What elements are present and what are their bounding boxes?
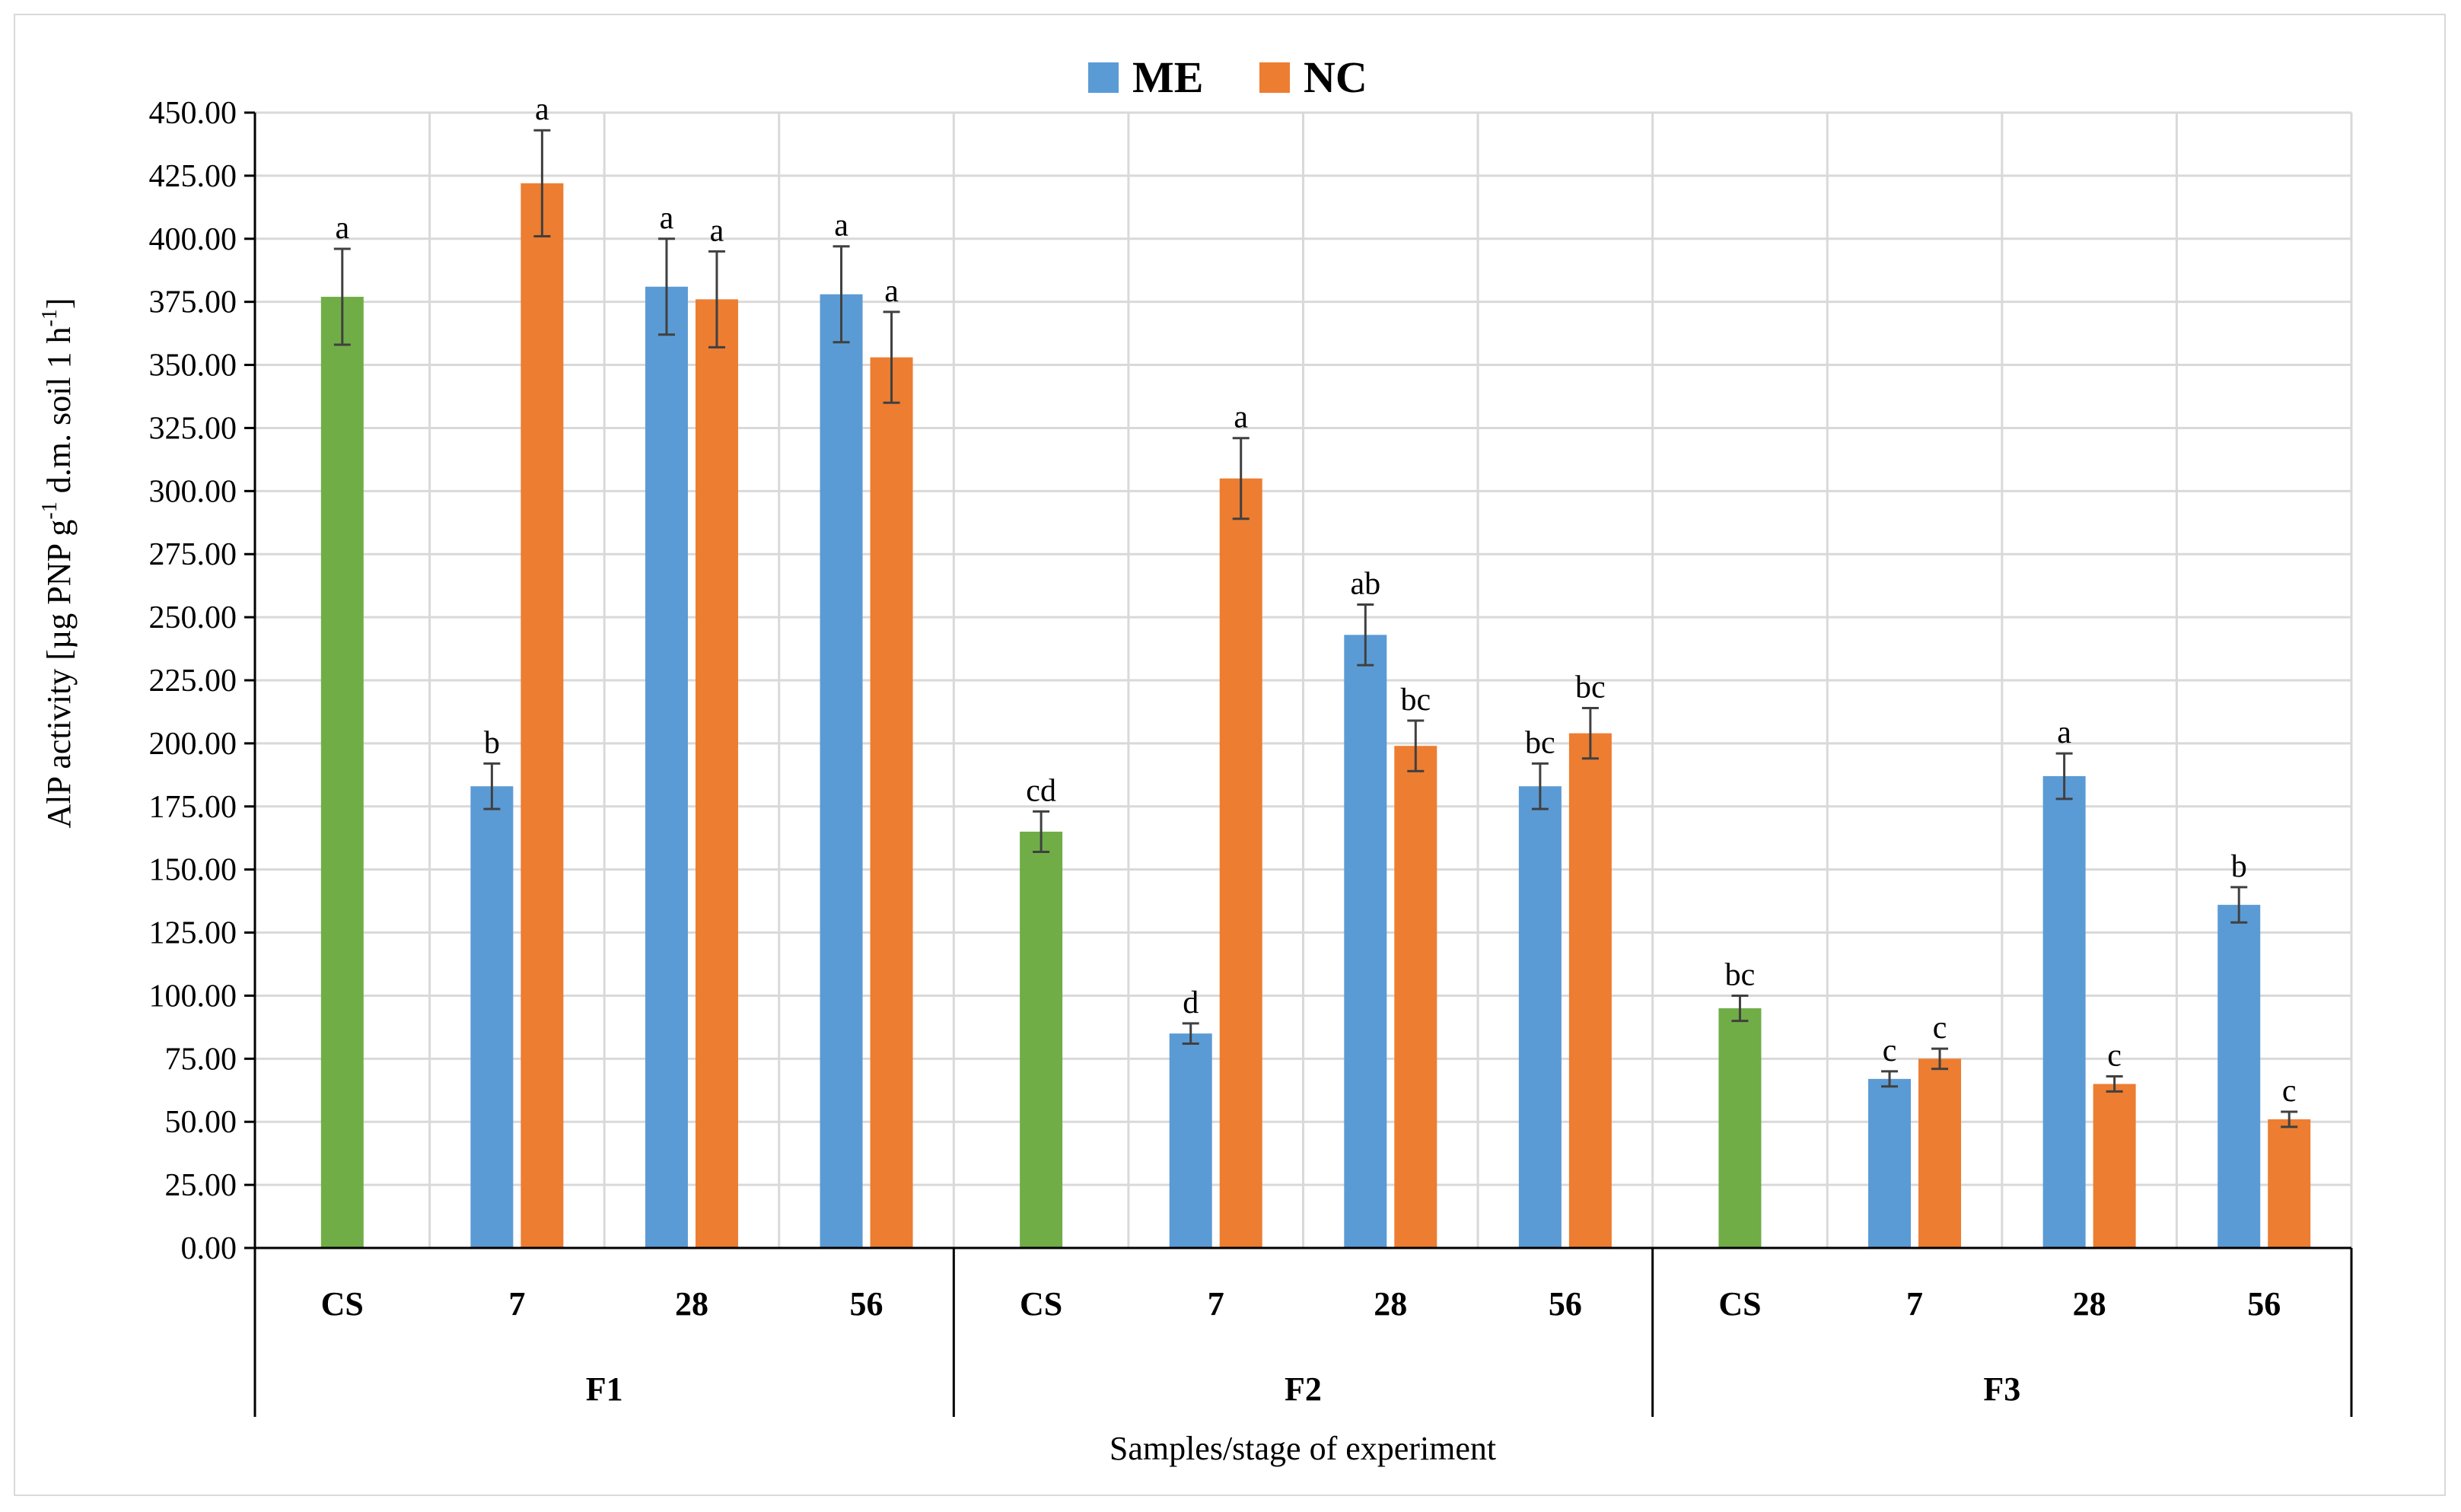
significance-letter: ab: [1350, 567, 1380, 602]
y-axis-label-sup2: -1: [38, 309, 62, 326]
significance-letter: bc: [1575, 670, 1606, 705]
legend-swatch-ME: [1088, 62, 1119, 93]
legend-swatch-NC: [1259, 62, 1290, 93]
significance-letter: a: [335, 211, 349, 246]
y-axis-label-mid: d.m. soil 1 h: [40, 326, 78, 501]
y-tick-label: 175.00: [149, 790, 237, 825]
bar-F3-56-ME: [2217, 905, 2261, 1248]
significance-letter: a: [884, 274, 899, 309]
bar-F1-28-NC: [695, 299, 738, 1249]
y-tick-label: 300.00: [149, 474, 237, 509]
y-tick-label: 375.00: [149, 285, 237, 320]
bar-F3-7-ME: [1868, 1078, 1912, 1248]
x-category-label: CS: [1718, 1285, 1761, 1323]
significance-letter: c: [1883, 1033, 1897, 1068]
y-tick-label: 225.00: [149, 664, 237, 699]
bar-F1-7-NC: [521, 183, 564, 1248]
y-tick-label: 75.00: [165, 1042, 237, 1077]
bar-F3-7-NC: [1918, 1058, 1962, 1248]
y-tick-label: 50.00: [165, 1105, 237, 1140]
y-tick-label: 325.00: [149, 411, 237, 446]
gridlines: [253, 111, 2353, 1248]
x-category-label: 7: [508, 1285, 525, 1323]
bar-F1-56-NC: [870, 357, 913, 1248]
y-tick-label: 150.00: [149, 853, 237, 888]
y-axis-ticks: 0.00 25.00 50.00 75.00 100.00 125.00 150.00 175…: [149, 96, 256, 1266]
significance-letter: a: [710, 213, 724, 248]
y-tick-label: 0.00: [181, 1231, 237, 1266]
significance-letter: a: [535, 92, 549, 127]
x-category-label: 56: [2247, 1285, 2281, 1323]
legend: ME NC: [1088, 53, 1367, 102]
x-group-label: F2: [1285, 1370, 1322, 1408]
significance-letter: bc: [1400, 683, 1431, 718]
x-category-label: 7: [1208, 1285, 1224, 1323]
bar-F3-56-NC: [2268, 1119, 2311, 1248]
bar-F3-28-NC: [2093, 1084, 2136, 1248]
bar-F2-7-ME: [1169, 1033, 1212, 1248]
x-category-label: 7: [1906, 1285, 1923, 1323]
x-group-label: F3: [1983, 1370, 2020, 1408]
y-tick-label: 250.00: [149, 600, 237, 635]
y-tick-label: 25.00: [165, 1168, 237, 1203]
significance-letter: a: [834, 208, 848, 244]
x-category-label: 28: [1374, 1285, 1407, 1323]
x-category-label: 56: [850, 1285, 883, 1323]
bar-F1-7-ME: [470, 786, 514, 1248]
legend-label-ME: ME: [1132, 53, 1203, 102]
x-group-label: F1: [586, 1370, 623, 1408]
y-tick-label: 200.00: [149, 727, 237, 762]
significance-letter: d: [1183, 985, 1199, 1020]
y-tick-label: 275.00: [149, 537, 237, 572]
bar-F2-56-ME: [1518, 786, 1562, 1248]
legend-label-NC: NC: [1304, 53, 1367, 102]
y-tick-label: 400.00: [149, 222, 237, 257]
y-axis-label-end: ]: [40, 298, 78, 310]
significance-letter: bc: [1725, 957, 1756, 992]
x-category-label: 28: [2073, 1285, 2106, 1323]
significance-letter: bc: [1525, 725, 1555, 760]
significance-letter: a: [2057, 715, 2071, 750]
significance-letter: cd: [1026, 773, 1056, 808]
y-axis-label-main: AlP activity [µg PNP g: [40, 520, 78, 829]
bar-F3-CS-CS: [1718, 1008, 1762, 1248]
y-tick-label: 425.00: [149, 159, 237, 194]
significance-letter: c: [1933, 1011, 1947, 1046]
x-category-label: 56: [1549, 1285, 1582, 1323]
bar-F2-CS-CS: [1020, 831, 1063, 1248]
bar-F2-7-NC: [1219, 478, 1262, 1248]
x-category-label: CS: [321, 1285, 364, 1323]
significance-letter: c: [2282, 1074, 2297, 1109]
y-tick-label: 350.00: [149, 349, 237, 384]
bar-F1-28-ME: [645, 286, 688, 1249]
x-category-label: CS: [1020, 1285, 1062, 1323]
significance-letter: b: [484, 725, 500, 760]
x-category-label: 28: [675, 1285, 708, 1323]
bar-F2-56-NC: [1568, 733, 1612, 1248]
significance-letter: a: [660, 201, 674, 236]
y-tick-label: 100.00: [149, 979, 237, 1014]
y-axis-label-sup1: -1: [38, 501, 62, 519]
y-axis-label: AlP activity [µg PNP g-1 d.m. soil 1 h-1…: [38, 298, 78, 829]
y-tick-label: 450.00: [149, 96, 237, 131]
bar-F3-28-ME: [2042, 775, 2086, 1248]
bar-F1-56-ME: [820, 294, 863, 1249]
x-axis-label: Samples/stage of experiment: [1110, 1430, 1496, 1467]
bar-F2-28-NC: [1394, 746, 1437, 1248]
significance-letter: c: [2107, 1039, 2122, 1074]
y-tick-label: 125.00: [149, 916, 237, 951]
significance-letter: a: [1234, 400, 1248, 435]
bar-F1-CS-CS: [320, 297, 364, 1249]
significance-letter: b: [2231, 849, 2247, 884]
x-axis: CS 7 28 56 F1 CS 7 28 56 F2 CS 7 28 56 F3: [253, 1246, 2353, 1417]
bar-F2-28-ME: [1344, 635, 1387, 1248]
